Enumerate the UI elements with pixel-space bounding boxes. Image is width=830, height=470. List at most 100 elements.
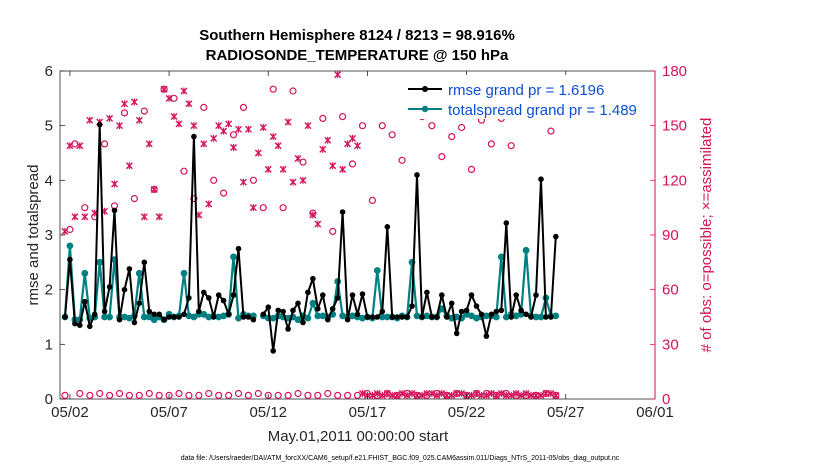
obs-assimilated-marker [373, 390, 381, 398]
rmse-point [399, 314, 405, 320]
obs-assimilated-marker [324, 136, 332, 144]
rmse-point [186, 295, 192, 301]
rmse-point [215, 292, 222, 298]
x-tick-label: 06/01 [636, 404, 674, 421]
y-left-tick-label: 2 [45, 282, 53, 299]
rmse-point [404, 314, 410, 320]
rmse-point [91, 311, 98, 318]
legend-rmse-label: rmse grand pr = 1.6196 [448, 82, 604, 99]
obs-assimilated-marker [418, 391, 426, 399]
obs-assimilated-marker [140, 213, 148, 221]
obs-assimilated-marker [448, 391, 456, 399]
totalspread-point [230, 253, 237, 261]
obs-assimilated-marker [145, 140, 153, 148]
obs-assimilated-marker [249, 204, 257, 212]
y-left-tick-label: 0 [45, 391, 53, 408]
rmse-point [151, 311, 157, 318]
totalspread-point [81, 269, 89, 277]
obs-possible-marker [344, 391, 352, 399]
obs-assimilated-marker [61, 227, 69, 235]
rmse-point [359, 291, 366, 297]
obs-possible-marker [234, 389, 243, 398]
obs-assimilated-marker [125, 162, 133, 170]
obs-assimilated-marker [106, 114, 114, 122]
rmse-point [181, 311, 187, 318]
obs-possible-marker [105, 391, 114, 399]
rmse-point [146, 308, 153, 315]
obs-possible-marker [195, 391, 203, 399]
obs-possible-marker [115, 389, 124, 398]
rmse-series [62, 121, 559, 354]
rmse-point [528, 314, 534, 320]
obs-possible-marker [398, 156, 406, 164]
rmse-point [96, 121, 103, 128]
obs-possible-marker [170, 94, 178, 102]
rmse-point [384, 224, 391, 230]
rmse-point [67, 256, 73, 263]
totalspread-point [497, 253, 505, 261]
obs-assimilated-marker [408, 390, 416, 398]
obs-assimilated-marker [215, 122, 223, 130]
obs-possible-marker [314, 391, 322, 399]
obs-possible-marker [100, 140, 109, 148]
rmse-point [498, 307, 505, 314]
obs-possible-marker [125, 391, 133, 399]
obs-assimilated-marker [339, 165, 347, 173]
rmse-point [280, 308, 286, 315]
chart-title: Southern Hemisphere 8124 / 8213 = 98.916… [199, 27, 515, 44]
obs-possible-marker [81, 204, 89, 212]
obs-assimilated-marker [210, 134, 218, 142]
y-axis-left-label: rmse and totalspread [25, 165, 42, 306]
rmse-point [503, 220, 510, 226]
obs-assimilated-marker [492, 391, 500, 399]
obs-assimilated-marker [116, 122, 123, 130]
obs-assimilated-marker [86, 116, 94, 124]
rmse-point [483, 333, 490, 339]
x-tick-label: 05/27 [547, 404, 585, 421]
rmse-point [344, 316, 351, 323]
rmse-point [111, 207, 118, 214]
obs-assimilated-marker [428, 390, 436, 398]
rmse-point [220, 297, 227, 304]
obs-assimilated-marker [487, 390, 495, 398]
obs-assimilated-marker [235, 125, 242, 133]
totalspread-point [150, 316, 158, 324]
rmse-point [419, 314, 425, 320]
rmse-point [230, 292, 237, 298]
rmse-point [354, 311, 361, 318]
totalspread-point [438, 305, 446, 313]
rmse-point [409, 303, 415, 309]
obs-possible-marker [254, 389, 262, 398]
obs-assimilated-marker [150, 185, 158, 193]
obs-possible-marker [547, 127, 555, 135]
obs-assimilated-marker [314, 220, 322, 228]
rmse-point [275, 307, 282, 314]
obs-possible-marker [458, 123, 466, 132]
obs-assimilated-marker [190, 122, 198, 130]
obs-assimilated-marker [383, 390, 391, 398]
obs-assimilated-marker [319, 145, 327, 153]
obs-possible-marker [324, 389, 332, 398]
rmse-point [171, 314, 177, 320]
obs-possible-marker [299, 158, 307, 166]
obs-possible-marker [180, 167, 188, 175]
obs-possible-marker [304, 391, 312, 399]
obs-possible-marker [269, 85, 277, 93]
rmse-point [513, 292, 519, 298]
obs-assimilated-marker [344, 140, 352, 148]
legend-spread-marker [421, 105, 429, 113]
rmse-point [548, 314, 554, 320]
totalspread-point [373, 267, 381, 274]
rmse-point [448, 300, 455, 307]
rmse-point [121, 286, 128, 293]
obs-assimilated-marker [517, 391, 525, 399]
obs-assimilated-marker [334, 71, 342, 79]
obs-possible-marker [339, 112, 347, 121]
rmse-point [533, 292, 539, 298]
rmse-point [225, 311, 232, 318]
totalspread-point [378, 313, 386, 321]
obs-possible-marker [289, 87, 297, 95]
rmse-point [325, 316, 331, 323]
rmse-point [453, 330, 460, 337]
rmse-point [206, 295, 212, 301]
